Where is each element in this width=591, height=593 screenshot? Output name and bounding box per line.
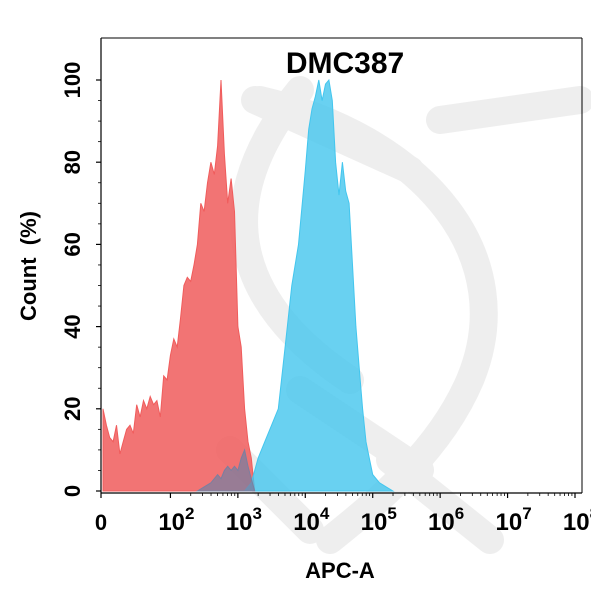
- histogram-series-2: [243, 78, 395, 492]
- axes: [100, 37, 583, 494]
- x-tick-label: 105: [361, 504, 397, 536]
- y-minor-ticks: [98, 100, 101, 471]
- histogram-series: [102, 78, 395, 492]
- y-axis-title: Count (%): [16, 211, 41, 321]
- y-tick-labels: 0 20 40 60 80 100: [60, 62, 101, 497]
- y-tick-label: 100: [60, 62, 85, 99]
- x-tick-labels: 0 102 103 104 105 106 107 108: [95, 493, 591, 536]
- y-tick-label: 40: [60, 314, 85, 338]
- x-tick-label: 102: [158, 504, 194, 536]
- x-tick-label: 103: [226, 504, 262, 536]
- x-axis-title: APC-A: [305, 558, 375, 583]
- x-tick-label: 106: [428, 504, 464, 536]
- y-tick-label: 0: [60, 485, 85, 497]
- histogram-series-1: [102, 79, 256, 492]
- chart-title: DMC387: [286, 47, 404, 80]
- x-tick-label: 104: [293, 504, 330, 536]
- y-tick-label: 60: [60, 232, 85, 256]
- x-minor-ticks: [190, 493, 573, 496]
- x-tick-label: 107: [495, 504, 531, 536]
- histogram-series-3: [195, 448, 256, 492]
- y-tick-label: 20: [60, 397, 85, 421]
- x-tick-label: 108: [563, 504, 591, 536]
- y-tick-label: 80: [60, 150, 85, 174]
- x-tick-label: 0: [95, 510, 107, 535]
